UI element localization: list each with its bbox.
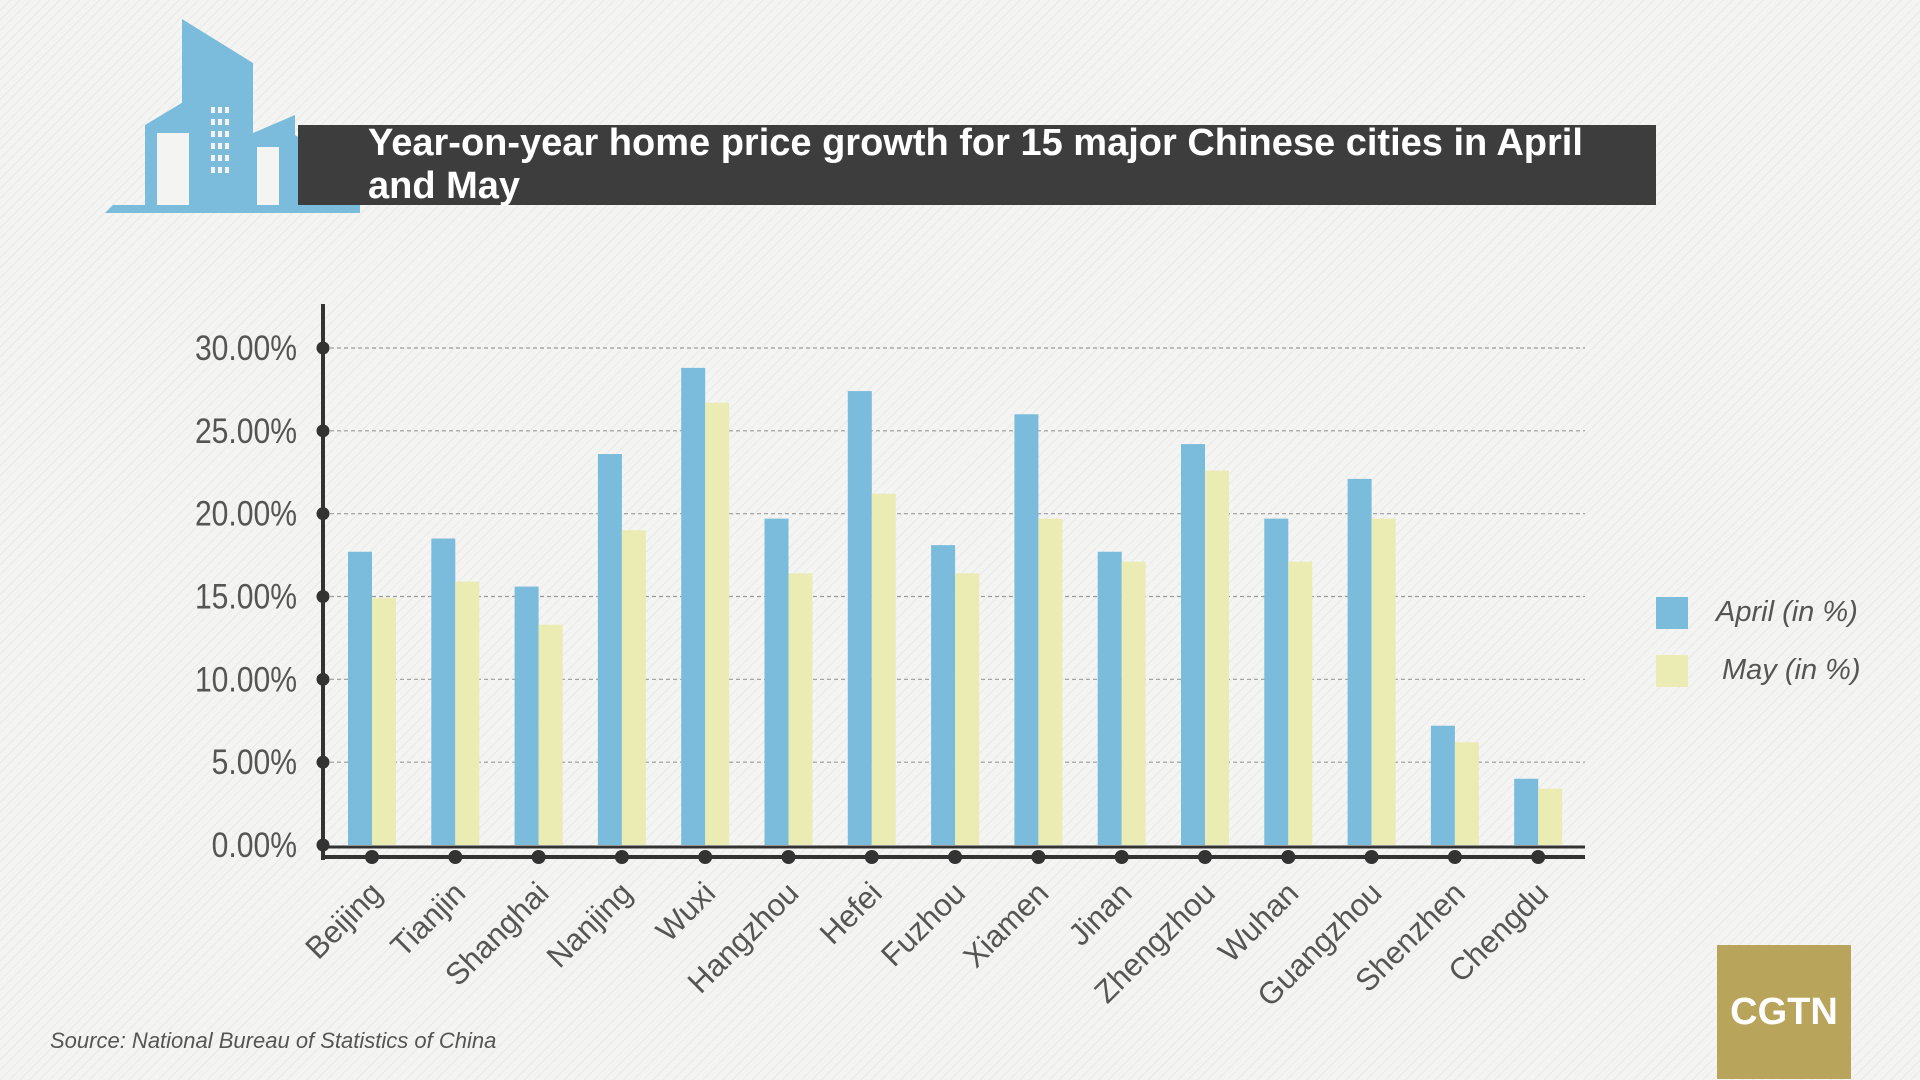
source-note: Source: National Bureau of Statistics of…	[50, 1028, 497, 1053]
chart-title: Year-on-year home price growth for 15 ma…	[298, 122, 1656, 207]
x-tick-dot	[448, 850, 463, 864]
bar-may-fuzhou	[955, 573, 980, 845]
bar-may-wuhan	[1288, 561, 1313, 845]
bar-may-hefei	[871, 493, 896, 845]
bar-april-zhengzhou	[1181, 444, 1205, 845]
x-tick-dot	[1447, 850, 1462, 864]
x-tick-dot	[1364, 850, 1379, 864]
legend-item-april: April (in %)	[1656, 596, 1858, 629]
y-tick-label: 20.00%	[195, 493, 297, 533]
bar-april-wuhan	[1264, 518, 1289, 845]
bar-may-chengdu	[1538, 788, 1563, 845]
bar-april-xiamen	[1014, 414, 1039, 845]
bar-may-nanjing	[621, 530, 646, 845]
legend-swatch-may	[1656, 654, 1688, 687]
x-tick-dot	[1198, 850, 1212, 864]
y-tick-label: 30.00%	[195, 328, 297, 368]
cgtn-logo: CGTN	[1717, 945, 1851, 1079]
x-tick-dot	[781, 850, 796, 864]
bar-may-beijing	[372, 598, 396, 845]
bar-april-hefei	[847, 391, 872, 845]
bar-may-zhengzhou	[1205, 470, 1229, 845]
bar-april-guangzhou	[1347, 478, 1372, 845]
x-tick-dot	[698, 850, 713, 864]
bar-april-wuxi	[681, 367, 706, 845]
bar-april-shanghai	[514, 586, 539, 845]
x-tick-label-nanjing: Nanjing	[540, 875, 639, 974]
x-tick-label-jinan: Jinan	[1061, 875, 1138, 952]
x-tick-dot	[1531, 850, 1546, 864]
y-tick-label: 10.00%	[195, 659, 297, 699]
bar-april-nanjing	[597, 454, 622, 845]
bar-april-tianjin	[431, 538, 456, 845]
x-tick-dot	[365, 850, 379, 864]
bar-may-xiamen	[1038, 518, 1063, 845]
bar-april-beijing	[348, 551, 372, 845]
x-tick-dot	[1114, 850, 1129, 864]
bar-april-jinan	[1097, 551, 1122, 845]
legend-label-may: May (in %)	[1722, 654, 1861, 686]
bar-may-hangzhou	[788, 573, 813, 845]
bar-april-chengdu	[1514, 778, 1539, 845]
x-tick-label-wuxi: Wuxi	[649, 875, 722, 948]
x-tick-dot	[948, 850, 963, 864]
y-tick-label: 5.00%	[212, 742, 297, 782]
y-tick-label: 15.00%	[195, 576, 297, 616]
x-tick-dot	[531, 850, 546, 864]
bar-april-hangzhou	[764, 518, 789, 845]
bar-may-shenzhen	[1454, 742, 1479, 845]
bar-may-jinan	[1121, 561, 1146, 845]
bar-may-shanghai	[538, 624, 563, 845]
x-tick-dot	[864, 850, 879, 864]
x-tick-label-hefei: Hefei	[813, 875, 889, 951]
x-tick-dot	[1281, 850, 1296, 864]
bar-april-fuzhou	[931, 545, 956, 845]
bar-may-tianjin	[455, 581, 480, 845]
x-tick-dot	[614, 850, 629, 864]
legend-swatch-april	[1656, 596, 1688, 629]
x-tick-dot	[1031, 850, 1046, 864]
bar-april-shenzhen	[1430, 725, 1455, 845]
x-tick-label-xiamen: Xiamen	[956, 875, 1055, 974]
x-tick-label-beijing: Beijing	[298, 875, 389, 966]
x-tick-label-fuzhou: Fuzhou	[874, 875, 972, 973]
bar-may-guangzhou	[1371, 518, 1396, 845]
legend-label-april: April (in %)	[1716, 596, 1858, 628]
legend-item-may: May (in %)	[1656, 654, 1861, 687]
y-tick-label: 25.00%	[195, 411, 297, 451]
y-tick-label: 0.00%	[212, 825, 297, 865]
bar-may-wuxi	[705, 402, 730, 845]
